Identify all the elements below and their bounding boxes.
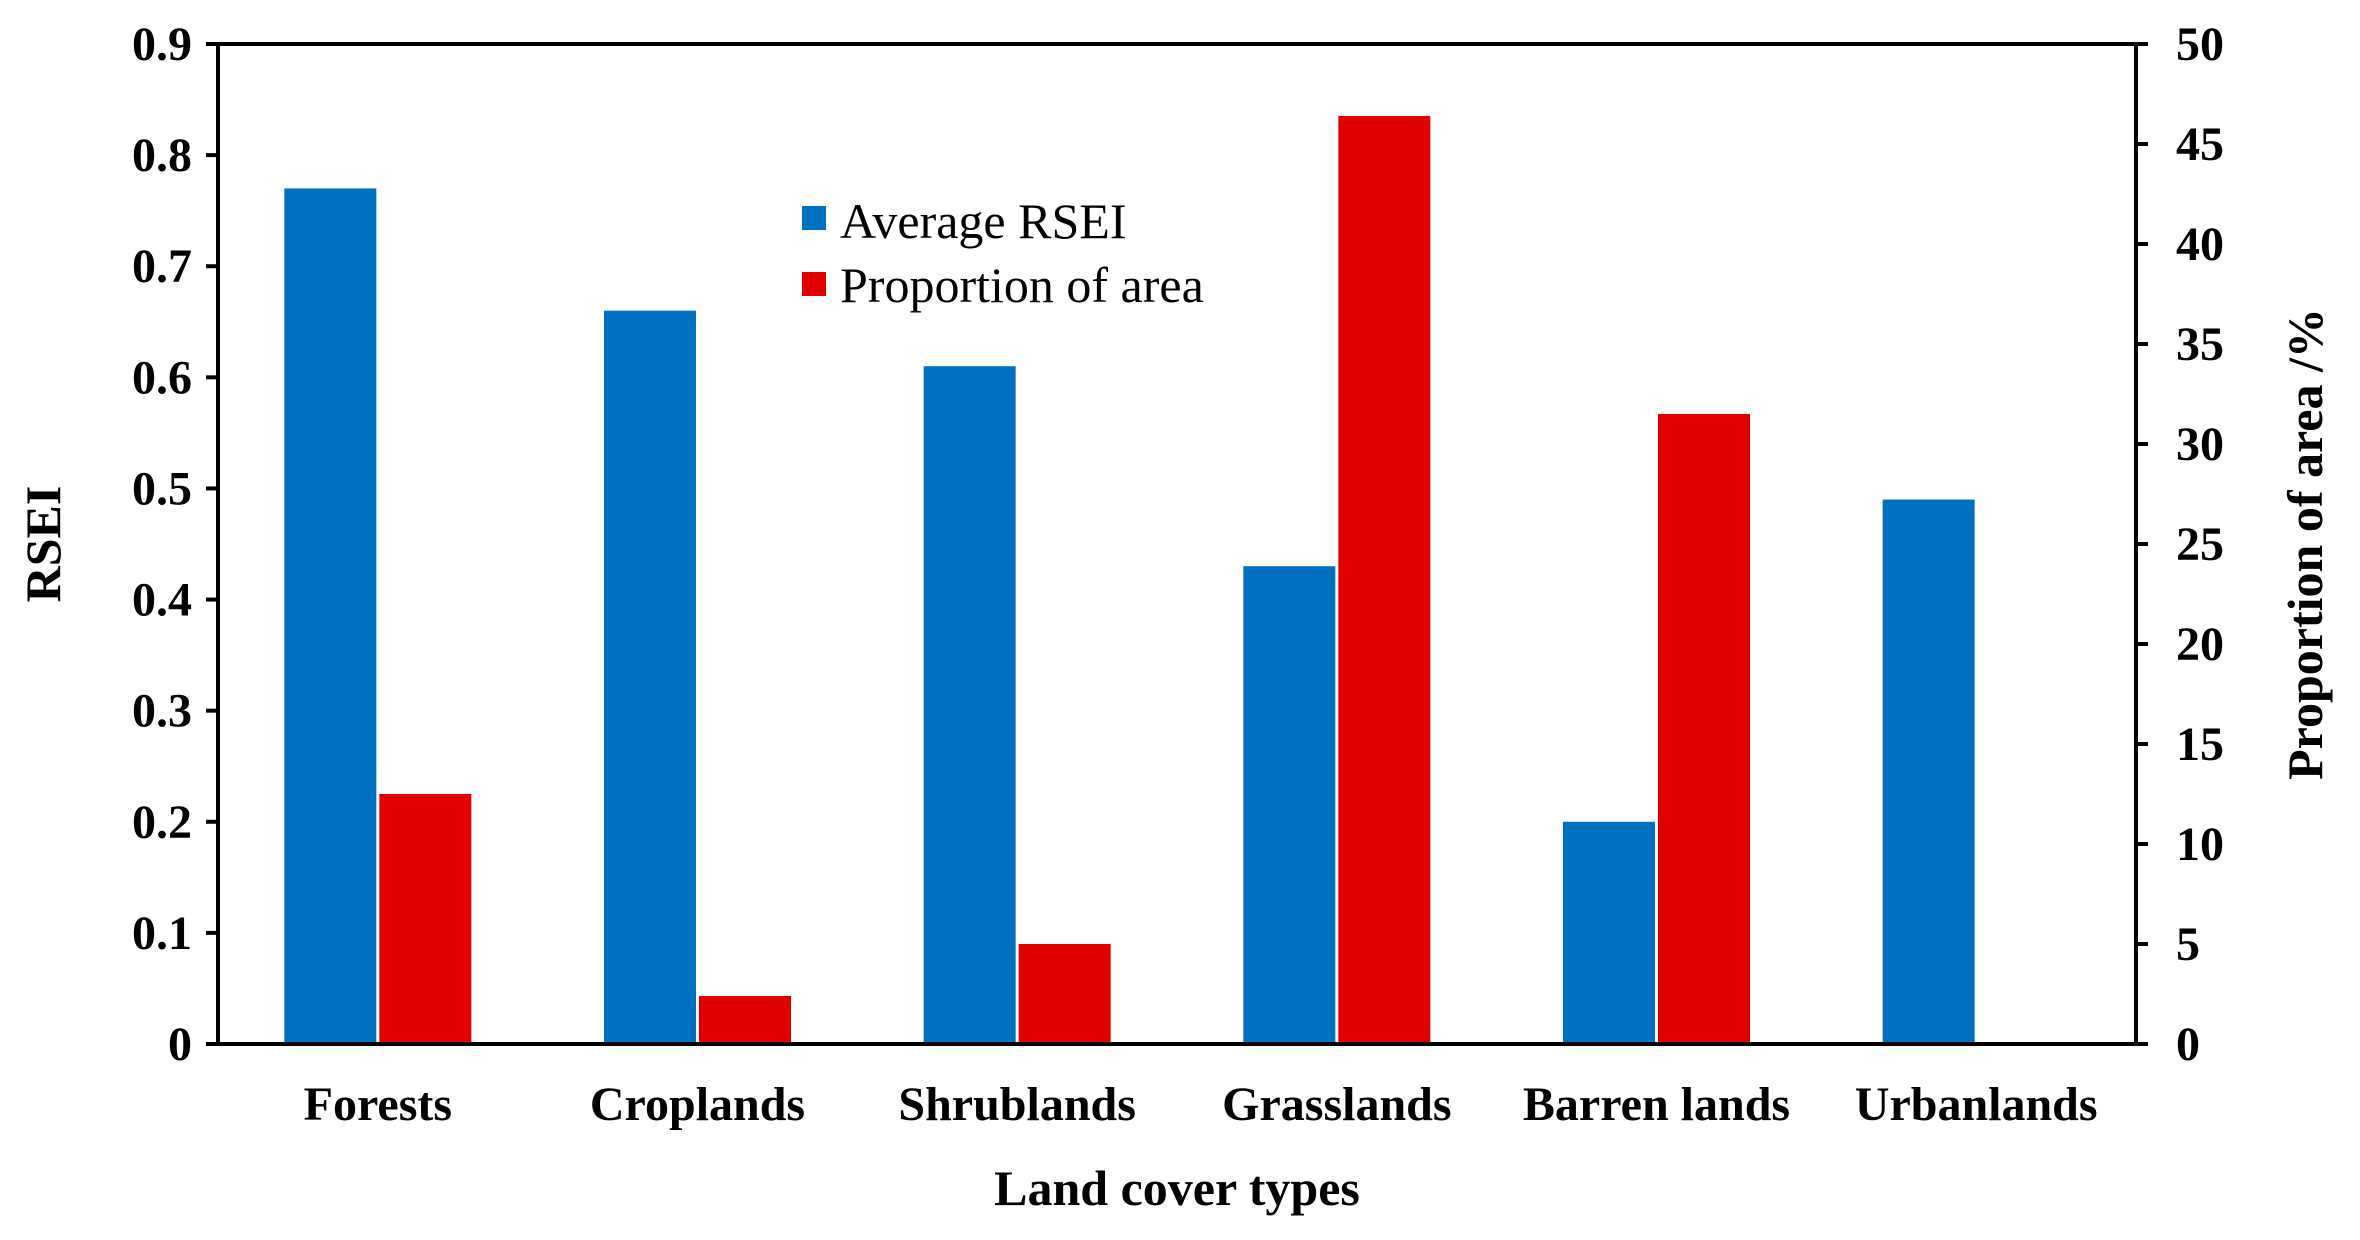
right-tick-label: 25	[2176, 518, 2224, 571]
y-axis-title: RSEI	[15, 486, 71, 603]
x-axis-title: Land cover types	[994, 1160, 1360, 1216]
bar-average-rsei-forests	[284, 188, 377, 1044]
category-label: Urbanlands	[1855, 1078, 2098, 1131]
left-tick-labels: 0 0.1 0.2 0.3 0.4 0.5 0.6 0.7 0.8 0.9	[132, 18, 218, 1071]
left-tick-label: 0.1	[132, 907, 192, 960]
legend-swatch-average-rsei	[802, 206, 826, 230]
right-tick-label: 5	[2176, 918, 2200, 971]
category-label: Croplands	[590, 1078, 805, 1131]
right-tick-label: 15	[2176, 718, 2224, 771]
legend-label-proportion-of-area: Proportion of area	[840, 257, 1204, 313]
category-label: Shrublands	[898, 1078, 1136, 1131]
category-label: Grasslands	[1222, 1078, 1451, 1131]
left-tick-label: 0.7	[132, 240, 192, 293]
left-tick-label: 0.4	[132, 574, 192, 627]
category-label: Forests	[304, 1078, 452, 1131]
left-tick-label: 0.6	[132, 351, 192, 404]
left-tick-label: 0.5	[132, 462, 192, 515]
legend: Average RSEI Proportion of area	[802, 193, 1204, 313]
bar-proportion-of-area-grasslands	[1338, 116, 1431, 1044]
bar-average-rsei-barren-lands	[1563, 821, 1655, 1044]
right-tick-label: 50	[2176, 18, 2224, 71]
category-labels: Forests Croplands Shrublands Grasslands Barr…	[304, 1078, 2098, 1131]
legend-label-average-rsei: Average RSEI	[840, 193, 1126, 249]
bar-proportion-of-area-forests	[379, 794, 472, 1044]
left-tick-label: 0.8	[132, 129, 192, 182]
left-tick-label: 0	[168, 1018, 192, 1071]
right-tick-label: 45	[2176, 118, 2224, 171]
right-tick-label: 10	[2176, 818, 2224, 871]
category-label: Barren lands	[1523, 1078, 1790, 1131]
right-tick-label: 0	[2176, 1018, 2200, 1071]
bars-group	[284, 116, 1975, 1045]
legend-swatch-proportion-of-area	[802, 272, 826, 296]
bar-proportion-of-area-croplands	[699, 996, 791, 1044]
axes-group	[216, 42, 2138, 1046]
right-tick-label: 20	[2176, 618, 2224, 671]
bar-average-rsei-shrublands	[923, 366, 1016, 1044]
right-tick-label: 40	[2176, 218, 2224, 271]
right-tick-label: 35	[2176, 318, 2224, 371]
bar-average-rsei-grasslands	[1243, 566, 1336, 1044]
right-tick-labels: 0 5 10 15 20 25 30 35 40 45 50	[2136, 18, 2224, 1071]
left-tick-label: 0.2	[132, 796, 192, 849]
bar-proportion-of-area-shrublands	[1018, 944, 1111, 1044]
left-tick-label: 0.9	[132, 18, 192, 71]
bar-proportion-of-area-barren-lands	[1658, 414, 1750, 1044]
left-tick-label: 0.3	[132, 685, 192, 738]
y2-axis-title: Proportion of area /%	[2277, 308, 2333, 780]
bar-average-rsei-croplands	[604, 310, 696, 1045]
bar-average-rsei-urbanlands	[1882, 499, 1975, 1044]
right-tick-label: 30	[2176, 418, 2224, 471]
